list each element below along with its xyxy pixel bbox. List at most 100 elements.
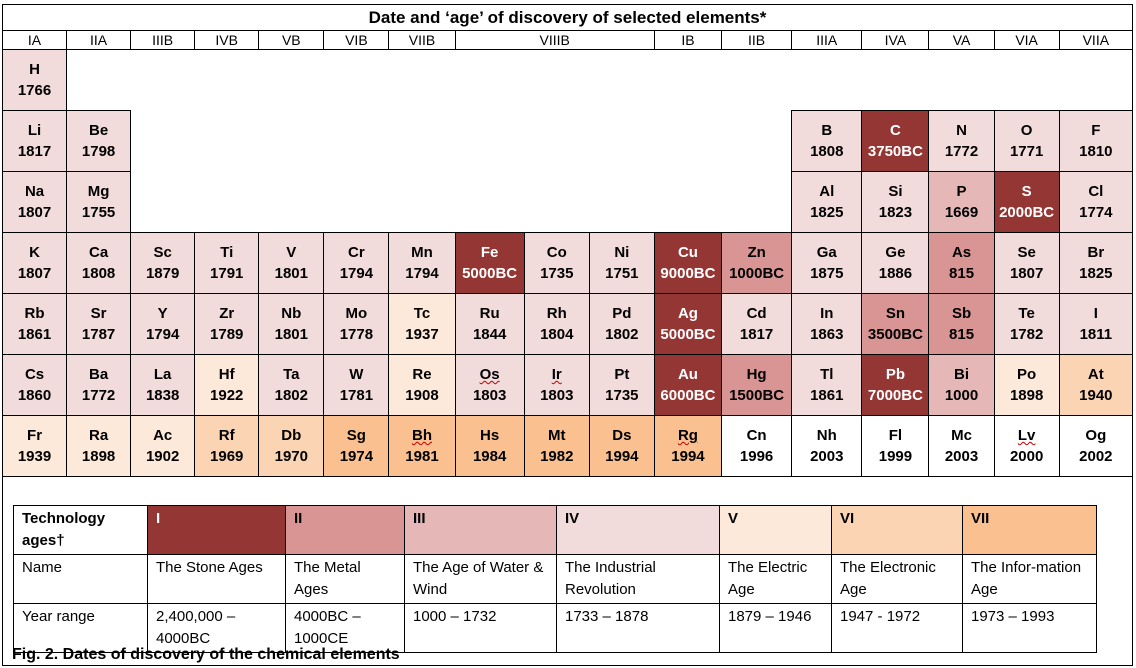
age-swatch-i: I [147,505,286,555]
element-cell-sr: Sr 1787 [66,293,132,355]
element-cell-mn: Mn 1794 [388,232,456,294]
element-cell-rg: Rg 1994 [653,415,723,477]
element-cell-ds: Ds 1994 [588,415,655,477]
age-swatch-iii: III [404,505,557,555]
element-cell-ac: Ac 1902 [130,415,196,477]
age-swatch-ii: II [285,505,405,555]
element-cell-pb: Pb 7000BC [861,354,930,416]
element-cell-fl: Fl 1999 [861,415,930,477]
age-name: The Metal Ages [285,554,405,604]
element-cell-p: P 1669 [928,171,995,233]
element-cell-mg: Mg 1755 [66,171,132,233]
element-cell-cs: Cs 1860 [1,354,68,416]
element-cell-cu: Cu 9000BC [653,232,723,294]
group-header: IA [1,30,68,50]
group-header: VIA [993,30,1060,50]
group-header: VIIA [1058,30,1134,50]
legend-header-row: Technology ages† I II III IV V VI VII [13,505,1097,555]
element-cell-ru: Ru 1844 [454,293,525,355]
element-cell-ba: Ba 1772 [66,354,132,416]
element-cell-sc: Sc 1879 [130,232,196,294]
element-cell-se: Se 1807 [993,232,1060,294]
age-name: The Stone Ages [147,554,286,604]
element-cell-ni: Ni 1751 [588,232,655,294]
age-swatch-v: V [719,505,832,555]
element-cell-ta: Ta 1802 [258,354,325,416]
element-cell-nh: Nh 2003 [791,415,863,477]
group-header: VIIIB [454,30,655,50]
element-cell-al: Al 1825 [791,171,863,233]
legend-row-label: Year range [13,603,148,653]
group-header-row: IA IIA IIIB IVB VB VIB VIIB VIIIB IB IIB… [1,30,1134,50]
element-cell-rf: Rf 1969 [194,415,260,477]
group-header: VIIB [388,30,456,50]
element-cell-sn: Sn 3500BC [861,293,930,355]
group-header: IVA [861,30,930,50]
element-cell-sb: Sb 815 [928,293,995,355]
age-name: The Industrial Revolution [556,554,720,604]
age-range: 1973 – 1993 [962,603,1097,653]
period-row-2: Li 1817 Be 1798 B 1808 C 3750BC N 1772 O 1771 … [1,110,1134,172]
group-header: VIB [323,30,390,50]
element-cell-zn: Zn 1000BC [721,232,793,294]
element-cell-f: F 1810 [1058,110,1134,172]
element-cell-fe: Fe 5000BC [454,232,525,294]
age-range: 1947 - 1972 [831,603,963,653]
element-cell-hs: Hs 1984 [454,415,525,477]
legend-header: Technology ages† [13,505,148,555]
element-cell-at: At 1940 [1058,354,1134,416]
period-row-1: H 1766 [1,49,1133,111]
group-header: IIIA [791,30,863,50]
age-name: The Electric Age [719,554,832,604]
element-cell-fr: Fr 1939 [1,415,68,477]
element-cell-bh: Bh 1981 [388,415,456,477]
element-cell-h: H 1766 [1,49,68,111]
age-name: The Age of Water & Wind [404,554,557,604]
age-swatch-vi: VI [831,505,963,555]
group-header: IB [653,30,723,50]
element-cell-og: Og 2002 [1058,415,1134,477]
period-row-7: Fr 1939 Ra 1898 Ac 1902 Rf 1969 Db 1970 Sg 197… [1,415,1134,477]
table-gap [131,111,792,172]
element-cell-s: S 2000BC [993,171,1060,233]
element-cell-cd: Cd 1817 [721,293,793,355]
element-cell-br: Br 1825 [1058,232,1134,294]
group-header: IIIB [130,30,196,50]
element-cell-ra: Ra 1898 [66,415,132,477]
group-header: IVB [194,30,260,50]
element-cell-v: V 1801 [258,232,325,294]
element-cell-mc: Mc 2003 [928,415,995,477]
element-cell-in: In 1863 [791,293,863,355]
element-cell-ir: Ir 1803 [523,354,590,416]
element-cell-b: B 1808 [791,110,863,172]
age-range: 1000 – 1732 [404,603,557,653]
table-gap [66,49,1133,111]
element-cell-ca: Ca 1808 [66,232,132,294]
legend-range-row: Year range 2,400,000 – 4000BC 4000BC – 1… [13,603,1097,653]
age-name: The Electronic Age [831,554,963,604]
element-cell-hf: Hf 1922 [194,354,260,416]
periodic-table: IA IIA IIIB IVB VB VIB VIIB VIIIB IB IIB… [1,30,1134,477]
element-cell-k: K 1807 [1,232,68,294]
element-cell-db: Db 1970 [258,415,325,477]
element-cell-w: W 1781 [323,354,390,416]
element-cell-zr: Zr 1789 [194,293,260,355]
element-cell-ag: Ag 5000BC [653,293,723,355]
element-cell-co: Co 1735 [523,232,590,294]
element-cell-tl: Tl 1861 [791,354,863,416]
element-cell-sg: Sg 1974 [323,415,390,477]
element-cell-os: Os 1803 [454,354,525,416]
age-swatch-iv: IV [556,505,720,555]
group-header: IIB [721,30,793,50]
element-cell-re: Re 1908 [388,354,456,416]
element-cell-be: Be 1798 [66,110,132,172]
element-cell-ge: Ge 1886 [861,232,930,294]
legend-row-label: Name [13,554,148,604]
group-header: VB [258,30,325,50]
period-row-3: Na 1807 Mg 1755 Al 1825 Si 1823 P 1669 S 2000B… [1,171,1134,233]
element-cell-rb: Rb 1861 [1,293,68,355]
technology-ages-legend: Technology ages† I II III IV V VI VII Na… [13,505,1097,653]
table-title: Date and ‘age’ of discovery of selected … [368,8,767,27]
element-cell-rh: Rh 1804 [523,293,590,355]
period-row-6: Cs 1860 Ba 1772 La 1838 Hf 1922 Ta 1802 W 1781… [1,354,1134,416]
